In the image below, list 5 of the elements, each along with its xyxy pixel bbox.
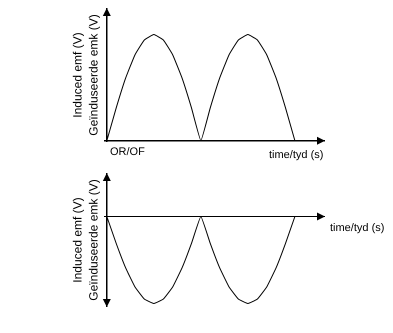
x-axis-title: time/tyd (s) [330, 222, 384, 234]
y-axis-title: Induced emf (V) Geïnduseerde emk (V) [70, 14, 100, 136]
text: OR/OF [110, 146, 146, 158]
y-axis-title: Induced emf (V) Geïnduseerde emk (V) [70, 179, 100, 301]
x-axis-title: time/tyd (s) [269, 149, 324, 161]
